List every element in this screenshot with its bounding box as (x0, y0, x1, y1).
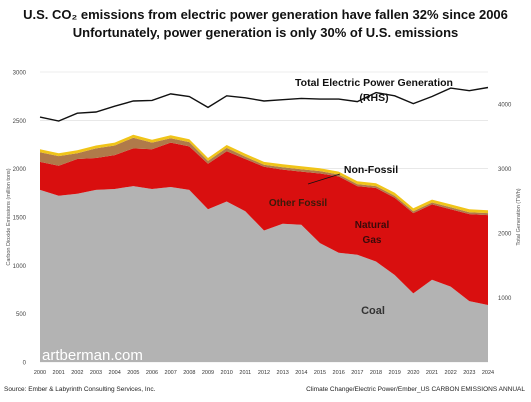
x-tick-label: 2009 (202, 370, 214, 376)
y-axis-title: Carbon Dioxide Emissions (million tons) (6, 168, 12, 265)
x-tick-label: 2010 (221, 370, 233, 376)
coal-label: Coal (361, 305, 385, 317)
x-tick-label: 2008 (183, 370, 195, 376)
watermark: artberman.com (42, 347, 143, 364)
series-labels: Total Electric Power Generation (RHS) Non-… (269, 77, 453, 317)
y2-tick-label: 2000 (498, 232, 512, 238)
x-tick-label: 2018 (370, 370, 382, 376)
generation-line-group (39, 86, 489, 122)
other-fossil-label: Other Fossil (269, 198, 328, 209)
y2-tick-label: 3000 (498, 167, 512, 173)
y-tick-label: 3000 (13, 71, 27, 77)
chart-subtitle: Unfortunately, power generation is only … (72, 25, 459, 40)
x-tick-label: 2019 (389, 370, 401, 376)
x-tick-label: 2022 (445, 370, 457, 376)
non-fossil-pointer (307, 173, 341, 185)
x-tick-label: 2024 (482, 370, 494, 376)
generation-line (39, 86, 489, 122)
y-tick-label: 2500 (13, 119, 27, 125)
y2-axis-title: Total Generation (TWh) (516, 188, 522, 245)
x-tick-label: 2021 (426, 370, 438, 376)
x-tick-label: 2005 (127, 370, 139, 376)
y-tick-label: 0 (23, 361, 27, 367)
credit-note: Climate Change/Electric Power/Ember_US C… (306, 386, 525, 393)
x-tick-label: 2016 (333, 370, 345, 376)
y2-tick-label: 4000 (498, 103, 512, 109)
x-tick-label: 2002 (71, 370, 83, 376)
emissions-chart: 0 500 1000 1500 2000 2500 3000 1000 2000 3000 4000… (6, 71, 522, 377)
x-tick-label: 2015 (314, 370, 326, 376)
x-tick-label: 2006 (146, 370, 158, 376)
x-tick-label: 2023 (463, 370, 475, 376)
x-tick-label: 2020 (407, 370, 419, 376)
axes: 0 500 1000 1500 2000 2500 3000 1000 2000 3000 4000… (6, 71, 522, 377)
generation-label-rhs: (RHS) (359, 92, 388, 104)
y-tick-label: 1000 (13, 264, 27, 270)
source-note: Source: Ember & Labyrinth Consulting Ser… (4, 386, 156, 393)
natural-gas-label: Natural (355, 220, 390, 231)
x-tick-label: 2004 (109, 370, 121, 376)
x-tick-label: 2017 (351, 370, 363, 376)
y-tick-label: 500 (16, 312, 27, 318)
x-tick-label: 2014 (295, 370, 307, 376)
y-tick-label: 1500 (13, 216, 27, 222)
x-tick-label: 2001 (53, 370, 65, 376)
generation-label: Total Electric Power Generation (295, 77, 453, 89)
non-fossil-label: Non-Fossil (344, 164, 398, 176)
x-tick-label: 2012 (258, 370, 270, 376)
natural-gas-label-2: Gas (363, 235, 382, 246)
natural-gas-area (40, 142, 488, 305)
x-tick-label: 2013 (277, 370, 289, 376)
x-tick-label: 2000 (34, 370, 46, 376)
x-tick-label: 2003 (90, 370, 102, 376)
chart-title: U.S. CO₂ emissions from electric power g… (23, 7, 508, 22)
y2-tick-label: 1000 (498, 296, 512, 302)
x-tick-label: 2011 (239, 370, 251, 376)
coal-area (40, 186, 488, 362)
non-fossil-area (40, 134, 488, 214)
x-tick-label: 2007 (165, 370, 177, 376)
stacked-areas (40, 134, 488, 362)
y-tick-label: 2000 (13, 167, 27, 173)
